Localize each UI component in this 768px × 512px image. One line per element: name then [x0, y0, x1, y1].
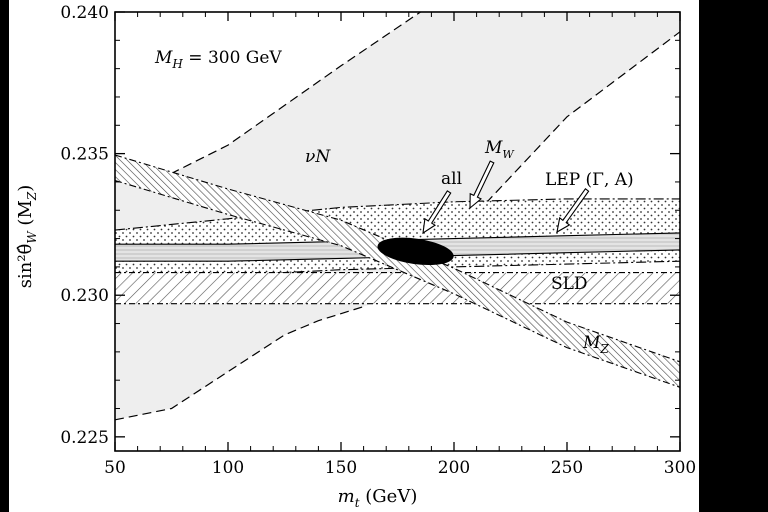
- x-tick-label: 100: [212, 458, 244, 478]
- plot-area: [115, 12, 680, 421]
- nuN-lower-boundary: [115, 306, 364, 421]
- x-tick-label: 250: [551, 458, 583, 478]
- y-axis-title: sin²θ̂W (MZ): [15, 185, 39, 289]
- nuN-right-boundary: [476, 31, 680, 214]
- nuN-label: νN: [305, 147, 331, 167]
- x-tick-label: 300: [664, 458, 696, 478]
- y-tick-label: 0.240: [60, 3, 109, 23]
- all-label: all: [441, 169, 462, 189]
- mz-band: [115, 155, 680, 388]
- figure-frame: 50 100 150 200 250 300 0.225 0.230 0.235 0.240 mt …: [9, 0, 699, 512]
- annotations: MH = 300 GeV νN MW all LEP (Γ, A) SLD MZ: [154, 48, 634, 356]
- axes: 50 100 150 200 250 300 0.225 0.230 0.235 0.240 mt …: [15, 3, 696, 510]
- mw-arrow: [469, 160, 495, 210]
- x-tick-label: 50: [104, 458, 126, 478]
- plot-frame: [114, 11, 681, 452]
- arrow-shape: [556, 188, 590, 234]
- y-tick-label: 0.225: [60, 428, 109, 448]
- mw-upper-boundary: [115, 198, 680, 231]
- mz-lower-boundary: [115, 179, 680, 388]
- sld-label: SLD: [551, 274, 588, 294]
- mw-label: MW: [484, 138, 515, 161]
- mz-label: MZ: [582, 333, 609, 356]
- lep-label: LEP (Γ, A): [545, 170, 634, 190]
- all-fit-ellipse: [377, 237, 454, 266]
- y-tick-label: 0.235: [60, 145, 109, 165]
- all-arrow: [422, 190, 452, 235]
- chart: 50 100 150 200 250 300 0.225 0.230 0.235 0.240 mt …: [15, 3, 696, 510]
- x-axis-title: mt (GeV): [338, 486, 418, 510]
- arrow-shape: [469, 160, 495, 210]
- x-tick-label: 150: [325, 458, 357, 478]
- y-tick-label: 0.230: [60, 286, 109, 306]
- arrow-shape: [422, 190, 452, 235]
- x-tick-label: 200: [438, 458, 470, 478]
- lep-arrow: [556, 188, 590, 234]
- sld-band: [115, 272, 680, 304]
- mh-label: MH = 300 GeV: [154, 48, 282, 71]
